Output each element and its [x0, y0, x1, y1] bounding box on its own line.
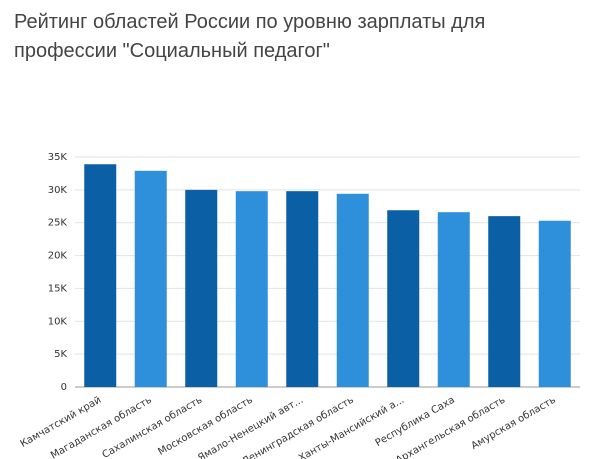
bar: [336, 193, 369, 387]
y-tick-label: 15K: [48, 283, 68, 294]
bar: [488, 216, 521, 387]
bar: [235, 191, 268, 387]
chart-title: Рейтинг областей России по уровню зарпла…: [14, 11, 486, 62]
bar: [286, 191, 319, 387]
bar: [538, 220, 571, 387]
y-tick-label: 5K: [54, 349, 67, 360]
y-tick-label: 0: [61, 382, 67, 393]
bar: [84, 164, 117, 387]
bar: [437, 212, 470, 387]
y-tick-label: 10K: [48, 316, 68, 327]
x-tick-label: Амурская область: [470, 395, 558, 452]
y-tick-label: 20K: [48, 251, 68, 262]
x-tick-label: Камчатский край: [19, 395, 104, 450]
y-tick-label: 30K: [48, 185, 68, 196]
bar: [134, 170, 167, 387]
y-tick-label: 25K: [48, 218, 68, 229]
bar: [387, 210, 420, 387]
bar: [185, 189, 218, 387]
y-tick-label: 35K: [48, 152, 68, 163]
